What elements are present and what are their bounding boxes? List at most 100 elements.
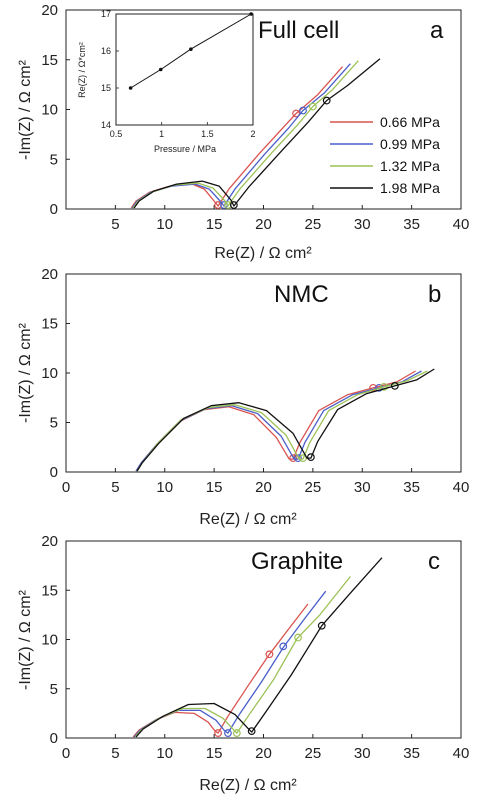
- panel-a-ylabel: -Im(Z) / Ω cm²: [17, 59, 34, 160]
- panel-a-series-2-marker-1: [308, 102, 317, 111]
- panel-c-series-line-1: [133, 590, 327, 738]
- panel-c-xtick-label-7: 35: [403, 745, 420, 762]
- panel-b-ytick-label-1: 5: [50, 415, 58, 432]
- panel-b-ytick-label-0: 0: [50, 464, 58, 481]
- panel-b-xtick-label-4: 20: [255, 479, 272, 496]
- panel-b-series-0-marker-1: [369, 383, 378, 392]
- panel-c-series-3-marker-0: [247, 727, 256, 736]
- panel-c-ylabel: -Im(Z) / Ω cm²: [17, 589, 34, 690]
- panel-c-title: Graphite: [251, 548, 343, 575]
- panel-b-series-line-0: [135, 370, 416, 472]
- panel-a-series-3-marker-1: [322, 96, 331, 105]
- panel-c-xtick-label-3: 15: [206, 745, 223, 762]
- panel-c-series-2-marker-1: [294, 633, 302, 642]
- panel-c: 0 5 10 15 20 25 30 35 40 0 5 10 15 20 Graphite c Re(Z…: [17, 533, 469, 794]
- panel-a-title: Full cell: [258, 17, 339, 44]
- panel-b-xtick-label-8: 40: [453, 479, 470, 496]
- panel-c-xtick-label-5: 25: [305, 745, 322, 762]
- panel-c-xtick-label-4: 20: [255, 745, 272, 762]
- panel-c-ytick-label-1: 5: [50, 681, 58, 698]
- panel-a-ytick-label-1: 5: [50, 151, 58, 168]
- panel-b-ticks: 0 5 10 15 20 25 30 35 40 0 5 10 15 20: [41, 266, 469, 496]
- panel-b-xtick-label-6: 30: [354, 479, 371, 496]
- panel-c-series-0-marker-1: [265, 650, 274, 659]
- legend-label-1: 0.99 MPa: [380, 136, 440, 152]
- panel-b-xtick-label-7: 35: [403, 479, 420, 496]
- panel-a-series-1-marker-1: [299, 106, 307, 115]
- panel-a-series: [130, 58, 381, 209]
- panel-b-series-2-marker-1: [380, 382, 388, 391]
- panel-c-series-1-marker-1: [279, 642, 288, 651]
- legend: 0.66 MPa 0.99 MPa 1.32 MPa 1.98 MPa: [323, 108, 455, 200]
- panel-c-xtick-label-6: 30: [354, 745, 371, 762]
- panel-a-xlabel: Re(Z) / Ω cm²: [214, 245, 312, 262]
- panel-c-ytick-label-4: 20: [41, 533, 58, 550]
- panel-c-series-3-marker-1: [317, 621, 326, 630]
- panel-a-ticks: 5 10 15 20 25 30 35 40 0 5 10 15 20: [41, 2, 469, 233]
- panel-a-series-0-marker-0: [214, 201, 222, 209]
- panel-b-ytick-label-4: 20: [41, 266, 58, 283]
- panel-b-xtick-label-0: 0: [62, 479, 70, 496]
- panel-b-series: [135, 368, 435, 472]
- panel-c-xtick-label-1: 5: [111, 745, 119, 762]
- legend-label-0: 0.66 MPa: [380, 114, 440, 130]
- panel-a-series-2-marker-0: [224, 201, 232, 209]
- inset-frame: [115, 13, 254, 126]
- inset-ytick-label-2: 16: [101, 46, 111, 56]
- panel-c-ytick-label-0: 0: [50, 730, 58, 747]
- panel-c-ticks: 0 5 10 15 20 25 30 35 40 0 5 10 15 20: [41, 533, 469, 762]
- panel-c-xtick-label-8: 40: [453, 745, 470, 762]
- panel-b-title: NMC: [274, 281, 329, 308]
- inset-line: [130, 13, 252, 89]
- panel-b-letter: b: [428, 281, 441, 308]
- panel-a: 5 10 15 20 25 30 35 40 0 5 10 15 20 Full cell a Re(Z…: [17, 2, 469, 262]
- inset-xtick-label-0: 0.5: [110, 129, 123, 139]
- panel-b-frame: [65, 273, 462, 473]
- inset-point-3: [249, 12, 253, 16]
- panel-b: 0 5 10 15 20 25 30 35 40 0 5 10 15 20 NMC b Re(Z) / Ω…: [17, 266, 469, 528]
- legend-label-2: 1.32 MPa: [380, 158, 440, 174]
- panel-c-xtick-label-2: 10: [156, 745, 173, 762]
- panel-c-series-line-3: [135, 557, 383, 738]
- panel-a-series-0-marker-1: [292, 109, 300, 118]
- inset-xtick-label-3: 2: [250, 129, 255, 139]
- panel-b-ytick-label-2: 10: [41, 365, 58, 382]
- inset-chart: 0.5 1 1.5 2 14 15 16 17 Pressure / MPa Re(Z) / …: [77, 9, 256, 154]
- panel-c-series-1-marker-0: [224, 729, 232, 737]
- panel-b-xtick-label-5: 25: [305, 479, 322, 496]
- panel-b-xlabel: Re(Z) / Ω cm²: [199, 511, 297, 528]
- inset-point-0: [128, 86, 133, 90]
- panel-a-xtick-label-4: 25: [305, 216, 322, 233]
- panel-b-xtick-label-1: 5: [111, 479, 119, 496]
- inset-ticks: 0.5 1 1.5 2 14 15 16 17: [101, 9, 256, 139]
- inset-point-2: [189, 47, 193, 51]
- panel-a-xtick-label-5: 30: [354, 216, 371, 233]
- inset-ylabel: Re(Z) / Ω*cm²: [77, 42, 87, 98]
- panel-b-series-line-3: [136, 368, 435, 472]
- legend-label-3: 1.98 MPa: [380, 180, 440, 196]
- panel-b-series-3-marker-0: [307, 453, 315, 462]
- legend-box: [323, 108, 455, 200]
- panel-c-letter: c: [428, 548, 440, 575]
- inset-series: [128, 12, 253, 90]
- panel-a-xtick-label-1: 10: [156, 216, 173, 233]
- inset-xtick-label-2: 1.5: [201, 129, 214, 139]
- panel-a-xtick-label-6: 35: [403, 216, 420, 233]
- panel-c-xtick-label-0: 0: [62, 745, 70, 762]
- panel-a-xtick-label-7: 40: [453, 216, 470, 233]
- inset-ytick-label-3: 17: [101, 9, 111, 19]
- panel-c-xlabel: Re(Z) / Ω cm²: [199, 777, 297, 794]
- inset-ytick-label-0: 14: [101, 120, 111, 130]
- inset-xtick-label-1: 1: [159, 129, 164, 139]
- panel-b-ytick-label-3: 15: [41, 316, 58, 333]
- panel-c-ytick-label-2: 10: [41, 632, 58, 649]
- panel-a-ytick-label-4: 20: [41, 2, 58, 19]
- panel-a-series-3-marker-0: [229, 201, 238, 209]
- panel-c-series-2-marker-0: [232, 729, 241, 737]
- panel-b-series-line-2: [136, 370, 428, 472]
- inset-xlabel: Pressure / MPa: [154, 144, 216, 154]
- panel-a-series-line-3: [133, 58, 381, 209]
- panel-b-xtick-label-2: 10: [156, 479, 173, 496]
- panel-b-ylabel: -Im(Z) / Ω cm²: [17, 322, 34, 423]
